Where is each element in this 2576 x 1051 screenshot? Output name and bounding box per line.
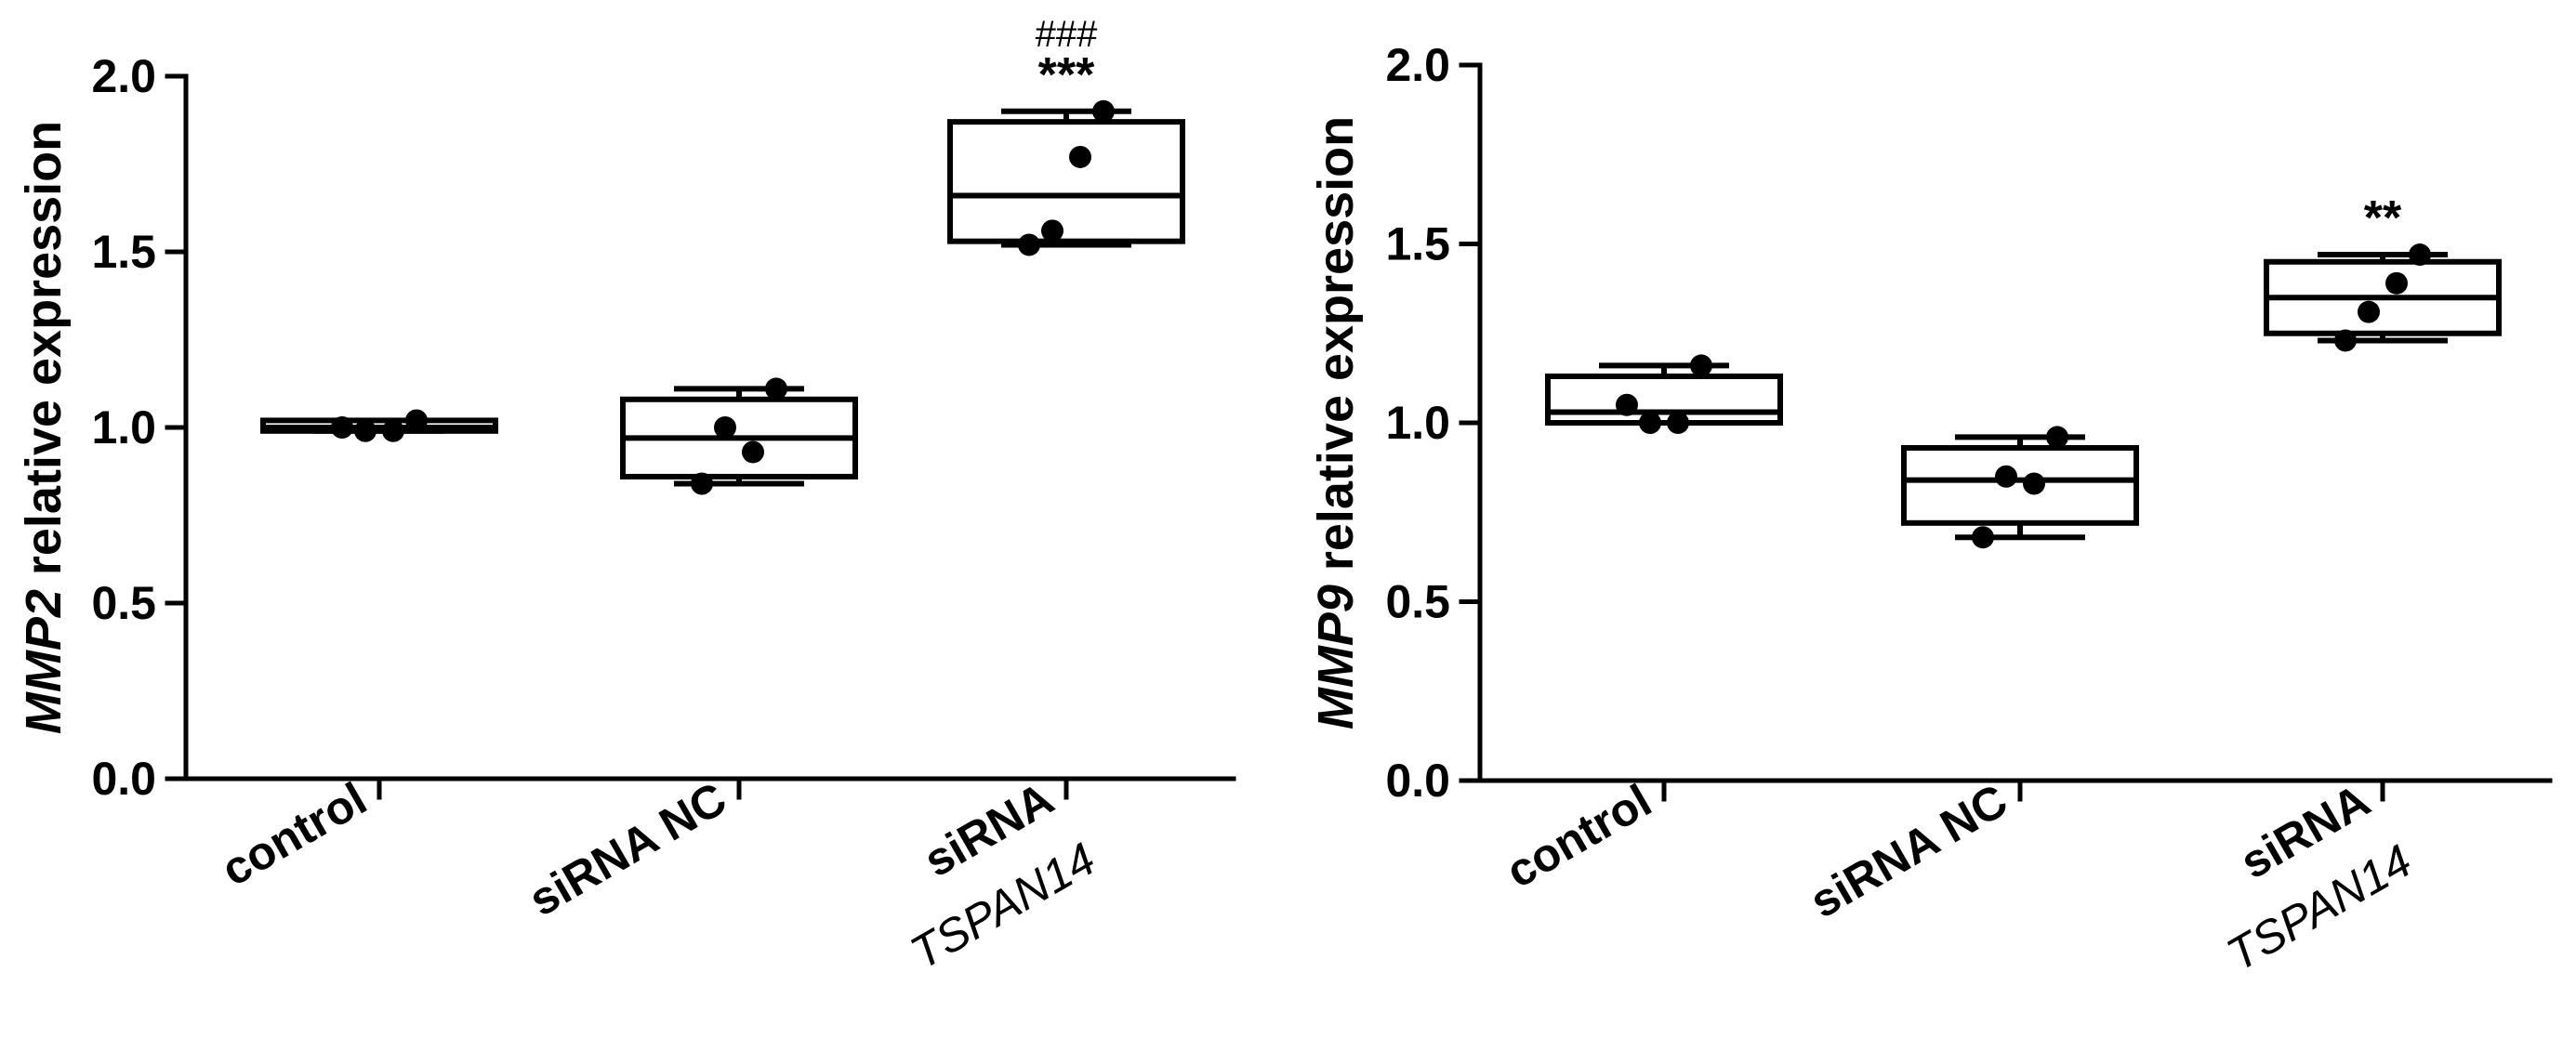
y-tick-label: 2.0 [91, 50, 156, 102]
data-point [2358, 300, 2380, 323]
data-point [1690, 354, 1712, 377]
y-axis-title-text: relative expression [1308, 116, 1364, 585]
box-group-1 [260, 409, 498, 442]
y-axis-title: MMP2 relative expression [16, 121, 72, 734]
data-point [1069, 145, 1091, 168]
significance-annotation: *** [1038, 48, 1095, 102]
data-point [1972, 526, 1994, 549]
y-tick-label: 0.0 [1385, 755, 1450, 807]
data-point [382, 419, 404, 442]
box-group-3: ** [2264, 191, 2502, 352]
data-point [691, 472, 713, 495]
data-point [405, 409, 428, 432]
data-point [1667, 412, 1689, 434]
data-point [1092, 99, 1115, 123]
data-point [1018, 233, 1040, 256]
box-iqr [947, 119, 1185, 244]
y-tick-label: 0.0 [91, 753, 156, 805]
y-axis-title-gene: MMP2 [16, 589, 72, 734]
data-point [1041, 219, 1063, 243]
data-point [765, 377, 787, 401]
data-point [2023, 472, 2045, 495]
data-point [1616, 393, 1638, 416]
box-iqr [1545, 373, 1783, 427]
x-tick-label: control [1498, 774, 1660, 898]
box-group-3: ***### [947, 14, 1185, 256]
chart-panel-2: 0.0 0.5 1.0 1.5 2.0 MMP9 relative expression c… [1308, 39, 2553, 981]
y-axis-title-text: relative expression [16, 121, 72, 589]
chart-panel-1: 0.0 0.5 1.0 1.5 2.0 MMP2 relative expression c… [16, 14, 1236, 979]
data-point [2409, 243, 2431, 267]
x-tick-label: siRNA NC [1802, 774, 2016, 928]
y-tick-label: 1.5 [91, 226, 156, 278]
box-group-2 [1901, 426, 2139, 549]
y-axis-title-gene: MMP9 [1308, 585, 1364, 729]
data-point [331, 416, 353, 439]
data-point [354, 419, 376, 442]
y-tick-label: 1.5 [1385, 218, 1450, 270]
data-point [2385, 271, 2408, 295]
y-tick-label: 0.5 [91, 577, 156, 629]
significance-annotation: ### [1036, 14, 1098, 55]
y-tick-label: 1.0 [91, 401, 156, 453]
box-group-1 [1545, 354, 1783, 434]
box-iqr [1901, 444, 2139, 526]
box-group-2 [620, 377, 858, 495]
x-tick-label: siRNA NC [521, 772, 735, 926]
y-axis-title: MMP9 relative expression [1308, 116, 1364, 729]
significance-annotation: ** [2364, 191, 2402, 245]
data-point [714, 416, 736, 439]
data-point [1995, 465, 2017, 488]
x-tick-label: control [213, 772, 376, 896]
y-tick-label: 0.5 [1385, 576, 1450, 628]
y-tick-label: 1.0 [1385, 397, 1450, 449]
data-point [2046, 426, 2068, 449]
y-tick-label: 2.0 [1385, 39, 1450, 91]
data-point [2334, 329, 2357, 352]
data-point [742, 440, 764, 464]
data-point [1639, 412, 1661, 434]
